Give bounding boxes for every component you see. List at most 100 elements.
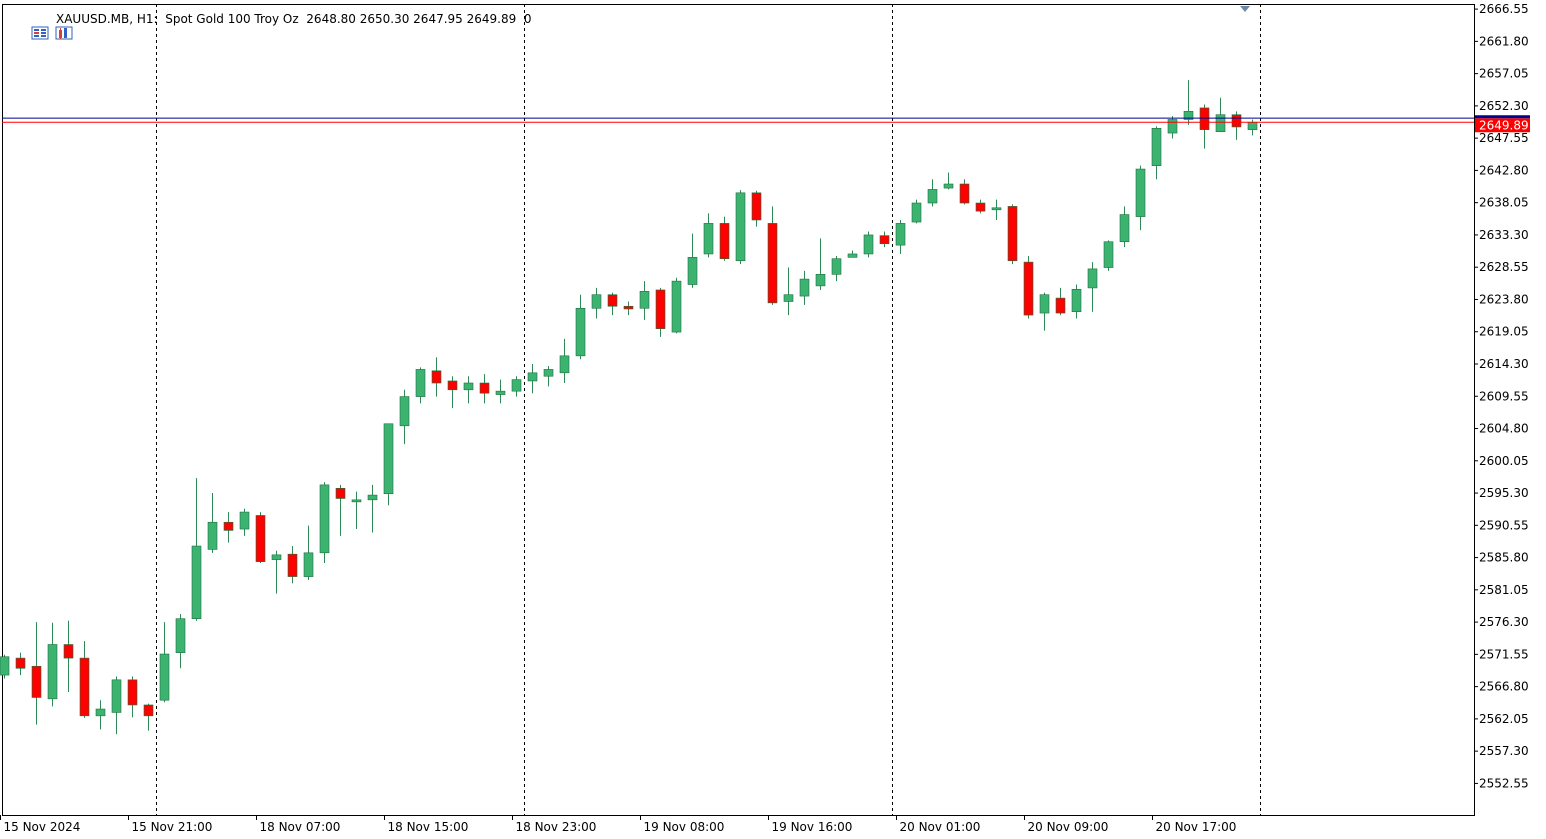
bear-candle (767, 206, 778, 305)
bear-candle (1007, 204, 1018, 265)
bull-candle (1119, 206, 1130, 248)
bear-candle (79, 641, 90, 718)
bull-candle (191, 478, 202, 621)
candle-body (799, 278, 810, 297)
bull-candle (927, 179, 938, 207)
candle-body (655, 289, 666, 329)
candle-body (1167, 119, 1178, 134)
candle-body (15, 657, 26, 669)
candle-body (175, 618, 186, 653)
bear-candle (751, 190, 762, 227)
candle-body (767, 223, 778, 304)
bear-candle (223, 512, 234, 543)
y-tick-label: 2619.05 (1479, 325, 1529, 339)
candle-body (1231, 114, 1242, 128)
candle-body (591, 294, 602, 309)
candle-body (1055, 297, 1066, 314)
bear-candle (879, 231, 890, 248)
candle-body (415, 369, 426, 397)
bull-candle (207, 493, 218, 553)
candle-body (79, 657, 90, 717)
candle-body (1023, 261, 1034, 316)
bull-candle (1087, 262, 1098, 312)
candle-body (1039, 294, 1050, 314)
bull-candle (1151, 126, 1162, 180)
candle-body (495, 390, 506, 395)
candle-body (703, 223, 714, 255)
candle-body (1151, 127, 1162, 166)
candle-body (0, 656, 10, 676)
x-tick-label: 20 Nov 09:00 (1028, 820, 1109, 834)
bull-candle (543, 366, 554, 387)
bear-candle (623, 301, 634, 316)
y-tick-label: 2604.80 (1479, 422, 1529, 436)
candle-body (1135, 168, 1146, 217)
x-tick-label: 15 Nov 2024 (4, 820, 81, 834)
bull-candle (527, 363, 538, 394)
y-tick-label: 2581.05 (1479, 583, 1529, 597)
candle-body (1007, 206, 1018, 262)
candle-body (159, 653, 170, 701)
bear-candle (335, 484, 346, 536)
y-tick-label: 2657.05 (1479, 67, 1529, 81)
bull-candle (847, 250, 858, 258)
bull-candle (799, 270, 810, 305)
bull-candle (943, 172, 954, 190)
candle-body (255, 515, 266, 562)
x-tick-label: 18 Nov 23:00 (516, 820, 597, 834)
x-tick-label: 18 Nov 15:00 (388, 820, 469, 834)
chart-shift-marker (1240, 6, 1250, 12)
y-tick-label: 2628.55 (1479, 260, 1529, 274)
candle-body (127, 679, 138, 706)
bull-candle (383, 423, 394, 506)
candle-body (639, 291, 650, 309)
candle-body (815, 274, 826, 287)
y-tick-label: 2661.80 (1479, 34, 1529, 48)
indicator-icon[interactable] (32, 12, 73, 40)
bull-candle (47, 622, 58, 707)
current-price-label: 2649.89 (1479, 118, 1529, 132)
bull-candle (239, 508, 250, 536)
y-tick-label: 2652.30 (1479, 99, 1529, 113)
bear-candle (479, 374, 490, 404)
y-tick-label: 2576.30 (1479, 615, 1529, 629)
bull-candle (591, 287, 602, 319)
y-tick-label: 2562.05 (1479, 712, 1529, 726)
bull-candle (495, 379, 506, 404)
bear-candle (143, 703, 154, 731)
bear-candle (975, 199, 986, 214)
bull-candle (271, 550, 282, 594)
price-lines (2, 6, 1474, 123)
y-tick-label: 2571.55 (1479, 647, 1529, 661)
candle-body (511, 379, 522, 392)
bull-candle (1103, 240, 1114, 271)
bear-candle (1023, 255, 1034, 319)
candle-body (975, 202, 986, 212)
candle-body (431, 370, 442, 384)
chart-window-icon[interactable] (8, 12, 49, 40)
y-tick-label: 2585.80 (1479, 551, 1529, 565)
candle-body (1215, 114, 1226, 132)
candle-body (687, 257, 698, 285)
bull-candle (911, 199, 922, 224)
bear-candle (31, 622, 42, 725)
bull-candle (175, 613, 186, 669)
candle-body (559, 355, 570, 374)
y-tick-label: 2595.30 (1479, 486, 1529, 500)
candle-body (927, 189, 938, 204)
y-tick-label: 2623.80 (1479, 292, 1529, 306)
bear-candle (1231, 111, 1242, 140)
bull-candle (159, 622, 170, 703)
bull-candle (319, 482, 330, 564)
candle-body (367, 494, 378, 501)
candle-body (1199, 107, 1210, 130)
candle-body (1119, 214, 1130, 243)
bull-candle (895, 219, 906, 254)
candle-body (1087, 268, 1098, 289)
x-tick-label: 19 Nov 16:00 (772, 820, 853, 834)
candle-body (527, 372, 538, 382)
bull-candle (303, 525, 314, 580)
